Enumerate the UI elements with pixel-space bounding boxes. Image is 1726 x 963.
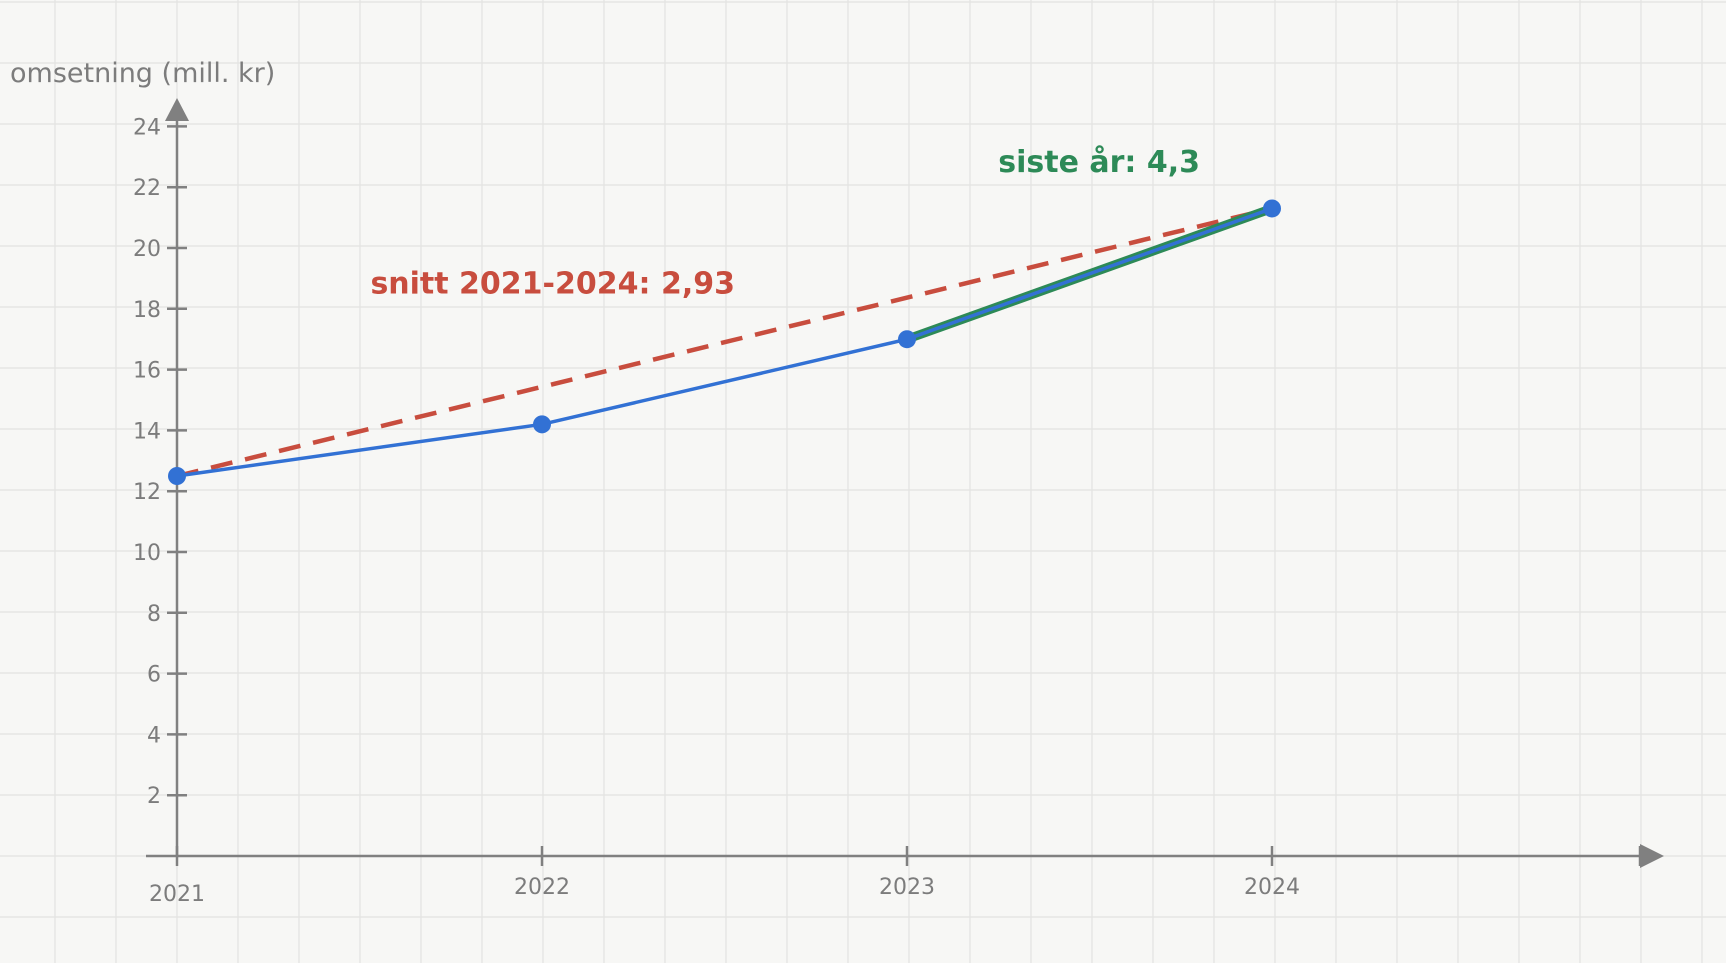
series-line (176, 206, 1273, 478)
y-tick-label: 4 (147, 723, 161, 748)
x-tick-label: 2022 (514, 875, 570, 900)
data-point (1263, 199, 1281, 218)
average-dashed-line (176, 206, 1273, 479)
y-axis-title: omsetning (mill. kr) (10, 58, 275, 89)
y-tick-label: 16 (133, 359, 161, 384)
x-axis-arrow-icon (1640, 844, 1664, 868)
y-tick-label: 2 (147, 784, 161, 809)
y-tick-label: 6 (147, 663, 161, 688)
data-point (168, 467, 186, 485)
y-tick-label: 22 (133, 176, 161, 201)
x-tick-label: 2021 (149, 882, 205, 907)
y-tick-label: 10 (133, 541, 161, 566)
data-point (533, 415, 551, 434)
annotation-layer (176, 203, 1277, 479)
y-axis-arrow-icon (165, 98, 189, 121)
last-year-segment-label: siste år: 4,3 (998, 144, 1200, 180)
y-tick-label: 24 (133, 115, 161, 140)
x-tick-label: 2024 (1244, 875, 1300, 900)
y-tick-label: 18 (133, 298, 161, 323)
y-tick-label: 12 (133, 480, 161, 505)
axes (146, 98, 1664, 868)
y-tick-label: 8 (147, 602, 161, 627)
data-point (898, 330, 916, 349)
average-line-label: snitt 2021-2024: 2,93 (370, 267, 735, 302)
x-tick-label: 2023 (879, 875, 935, 900)
y-tick-label: 14 (133, 419, 161, 444)
series-layer (168, 199, 1281, 485)
y-tick-label: 20 (133, 237, 161, 262)
